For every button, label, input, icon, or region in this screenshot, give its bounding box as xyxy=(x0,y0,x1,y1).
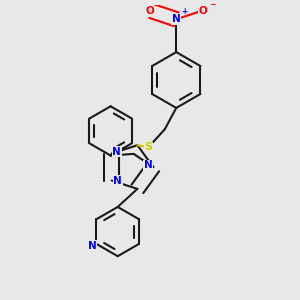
Text: N: N xyxy=(113,176,122,185)
Text: −: − xyxy=(209,0,216,9)
Text: N: N xyxy=(172,14,181,24)
Text: O: O xyxy=(146,6,154,16)
Text: N: N xyxy=(88,241,97,250)
Text: +: + xyxy=(182,7,188,16)
Text: O: O xyxy=(198,6,207,16)
Text: N: N xyxy=(144,160,153,170)
Text: S: S xyxy=(144,142,152,152)
Text: N: N xyxy=(112,147,121,157)
